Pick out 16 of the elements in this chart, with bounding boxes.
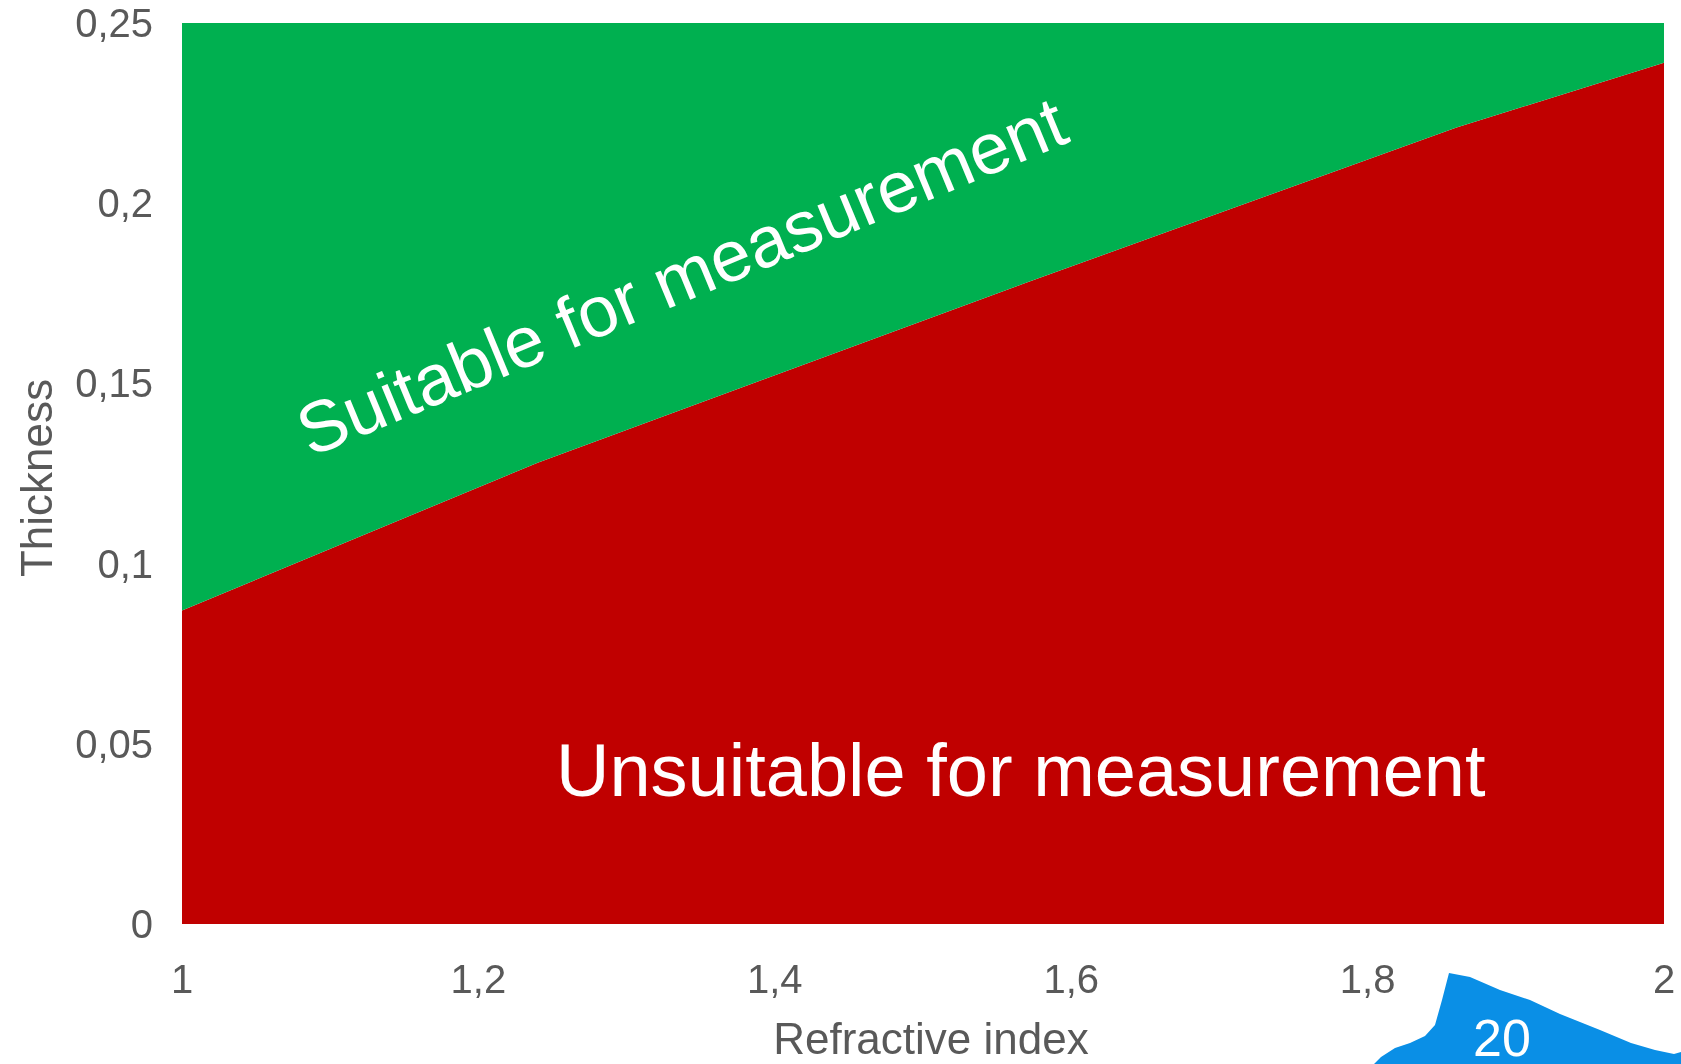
series-label: Unsuitable for measurement bbox=[556, 729, 1487, 813]
x-tick-label: 1 bbox=[170, 957, 194, 1001]
x-tick-label: 1,6 bbox=[1043, 957, 1099, 1001]
y-tick-label: 0,05 bbox=[75, 721, 153, 766]
y-tick-label: 0,15 bbox=[75, 361, 153, 406]
y-axis-title: Thickness bbox=[12, 378, 61, 578]
text: 20 bbox=[1473, 1009, 1531, 1064]
x-tick-label: 1,2 bbox=[450, 957, 507, 1001]
y-tick-label: 0 bbox=[130, 902, 153, 946]
x-tick-label: 1,4 bbox=[747, 957, 803, 1001]
y-tick-label: 0,25 bbox=[75, 1, 153, 45]
x-axis-title: Refractive index bbox=[773, 1014, 1089, 1063]
x-tick-label: 2 bbox=[1652, 957, 1676, 1001]
x-tick-label: 1,8 bbox=[1339, 957, 1396, 1001]
y-tick-label: 0,1 bbox=[97, 541, 153, 586]
y-tick-label: 0,2 bbox=[97, 181, 153, 226]
